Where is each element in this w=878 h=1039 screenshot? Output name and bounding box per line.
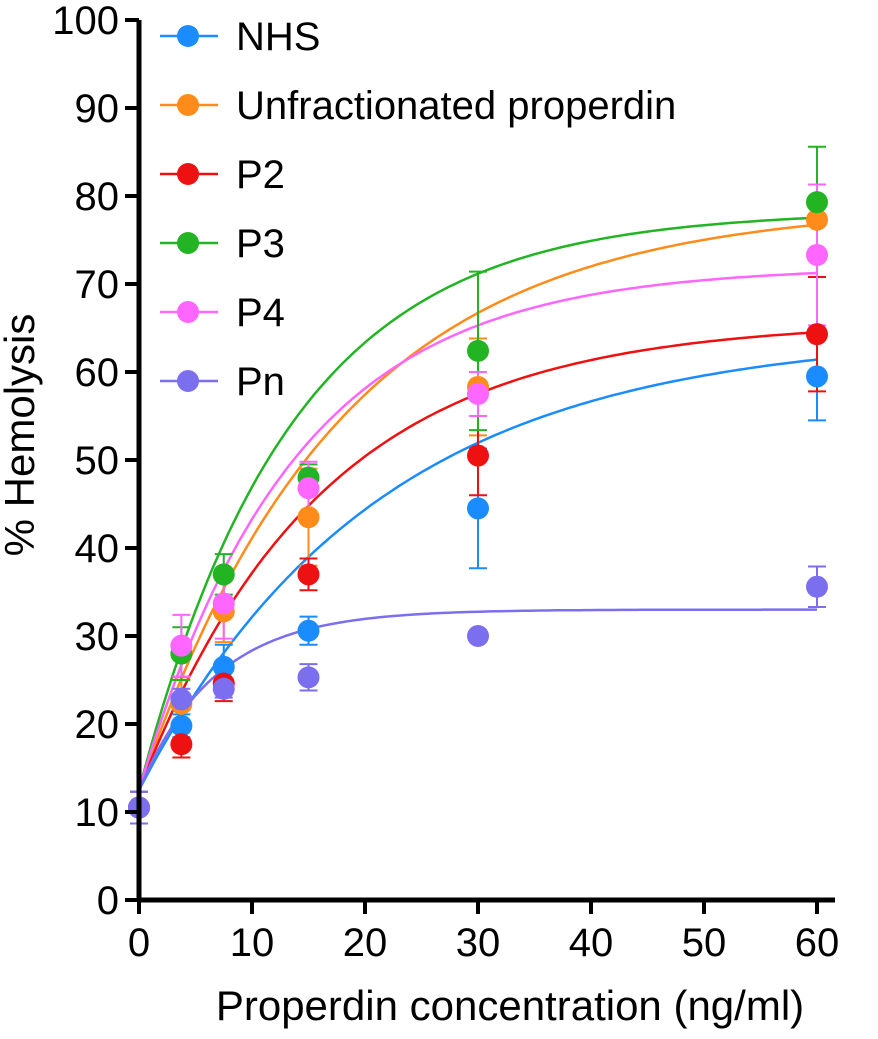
error-bars [130, 145, 826, 825]
legend-marker-pn [177, 370, 199, 392]
point-p4 [806, 243, 828, 266]
point-unfractionated-properdin [297, 506, 320, 529]
legend-label-p4: P4 [236, 291, 285, 335]
point-nhs [467, 497, 489, 520]
x-tick-label: 40 [569, 921, 614, 965]
y-axis-title: % Hemolysis [0, 314, 43, 557]
point-nhs [806, 365, 828, 388]
point-p2 [297, 563, 320, 586]
x-axis-ticks: 0 10 20 30 40 50 60 [128, 900, 839, 965]
legend-marker-unfractionated-properdin [177, 94, 199, 116]
point-p4 [467, 383, 489, 405]
point-p2 [467, 444, 489, 467]
legend-marker-p2 [177, 163, 199, 185]
x-tick-label: 20 [343, 921, 388, 965]
y-tick-label: 20 [75, 703, 120, 747]
legend-label-nhs: NHS [236, 15, 320, 59]
data-points [128, 191, 828, 819]
y-tick-label: 10 [75, 791, 120, 835]
point-nhs [170, 714, 193, 737]
legend-marker-p3 [177, 232, 199, 254]
legend-label-p3: P3 [236, 222, 285, 266]
point-p3 [212, 563, 235, 586]
y-tick-label: 80 [75, 175, 120, 219]
legend-marker-nhs [177, 25, 199, 47]
x-tick-label: 60 [795, 921, 840, 965]
point-pn [170, 688, 193, 711]
point-p4 [212, 592, 235, 615]
point-p2 [170, 733, 193, 756]
y-tick-label: 50 [75, 439, 120, 483]
point-p4 [297, 477, 320, 500]
point-p3 [806, 191, 828, 214]
point-nhs [212, 655, 235, 678]
legend-marker-p4 [177, 301, 199, 323]
x-tick-label: 0 [128, 921, 150, 965]
legend-label-p2: P2 [236, 153, 285, 197]
legend-label-pn: Pn [236, 360, 285, 404]
y-tick-label: 90 [75, 87, 120, 131]
x-tick-label: 30 [456, 921, 501, 965]
point-pn [212, 677, 235, 700]
point-p3 [467, 339, 489, 362]
legend: NHS Unfractionated properdin P2 P3 P4 Pn [160, 15, 676, 404]
point-unfractionated-properdin [806, 208, 828, 231]
point-nhs [297, 619, 320, 642]
point-p2 [806, 323, 828, 346]
point-pn [806, 575, 828, 598]
point-pn [297, 666, 320, 689]
legend-label-unfractionated-properdin: Unfractionated properdin [236, 84, 676, 128]
y-tick-label: 40 [75, 527, 120, 571]
y-tick-label: 70 [75, 263, 120, 307]
x-axis-title: Properdin concentration (ng/ml) [216, 982, 804, 1029]
point-pn [467, 625, 489, 647]
x-tick-label: 50 [682, 921, 727, 965]
y-tick-label: 100 [52, 0, 119, 43]
y-axis-ticks: 0 10 20 30 40 50 60 70 80 90 100 [52, 0, 139, 923]
y-tick-label: 30 [75, 615, 120, 659]
point-p4 [170, 634, 193, 657]
x-tick-label: 10 [230, 921, 275, 965]
fit-curve-pn [137, 608, 817, 791]
y-tick-label: 0 [97, 879, 119, 923]
y-tick-label: 60 [75, 351, 120, 395]
